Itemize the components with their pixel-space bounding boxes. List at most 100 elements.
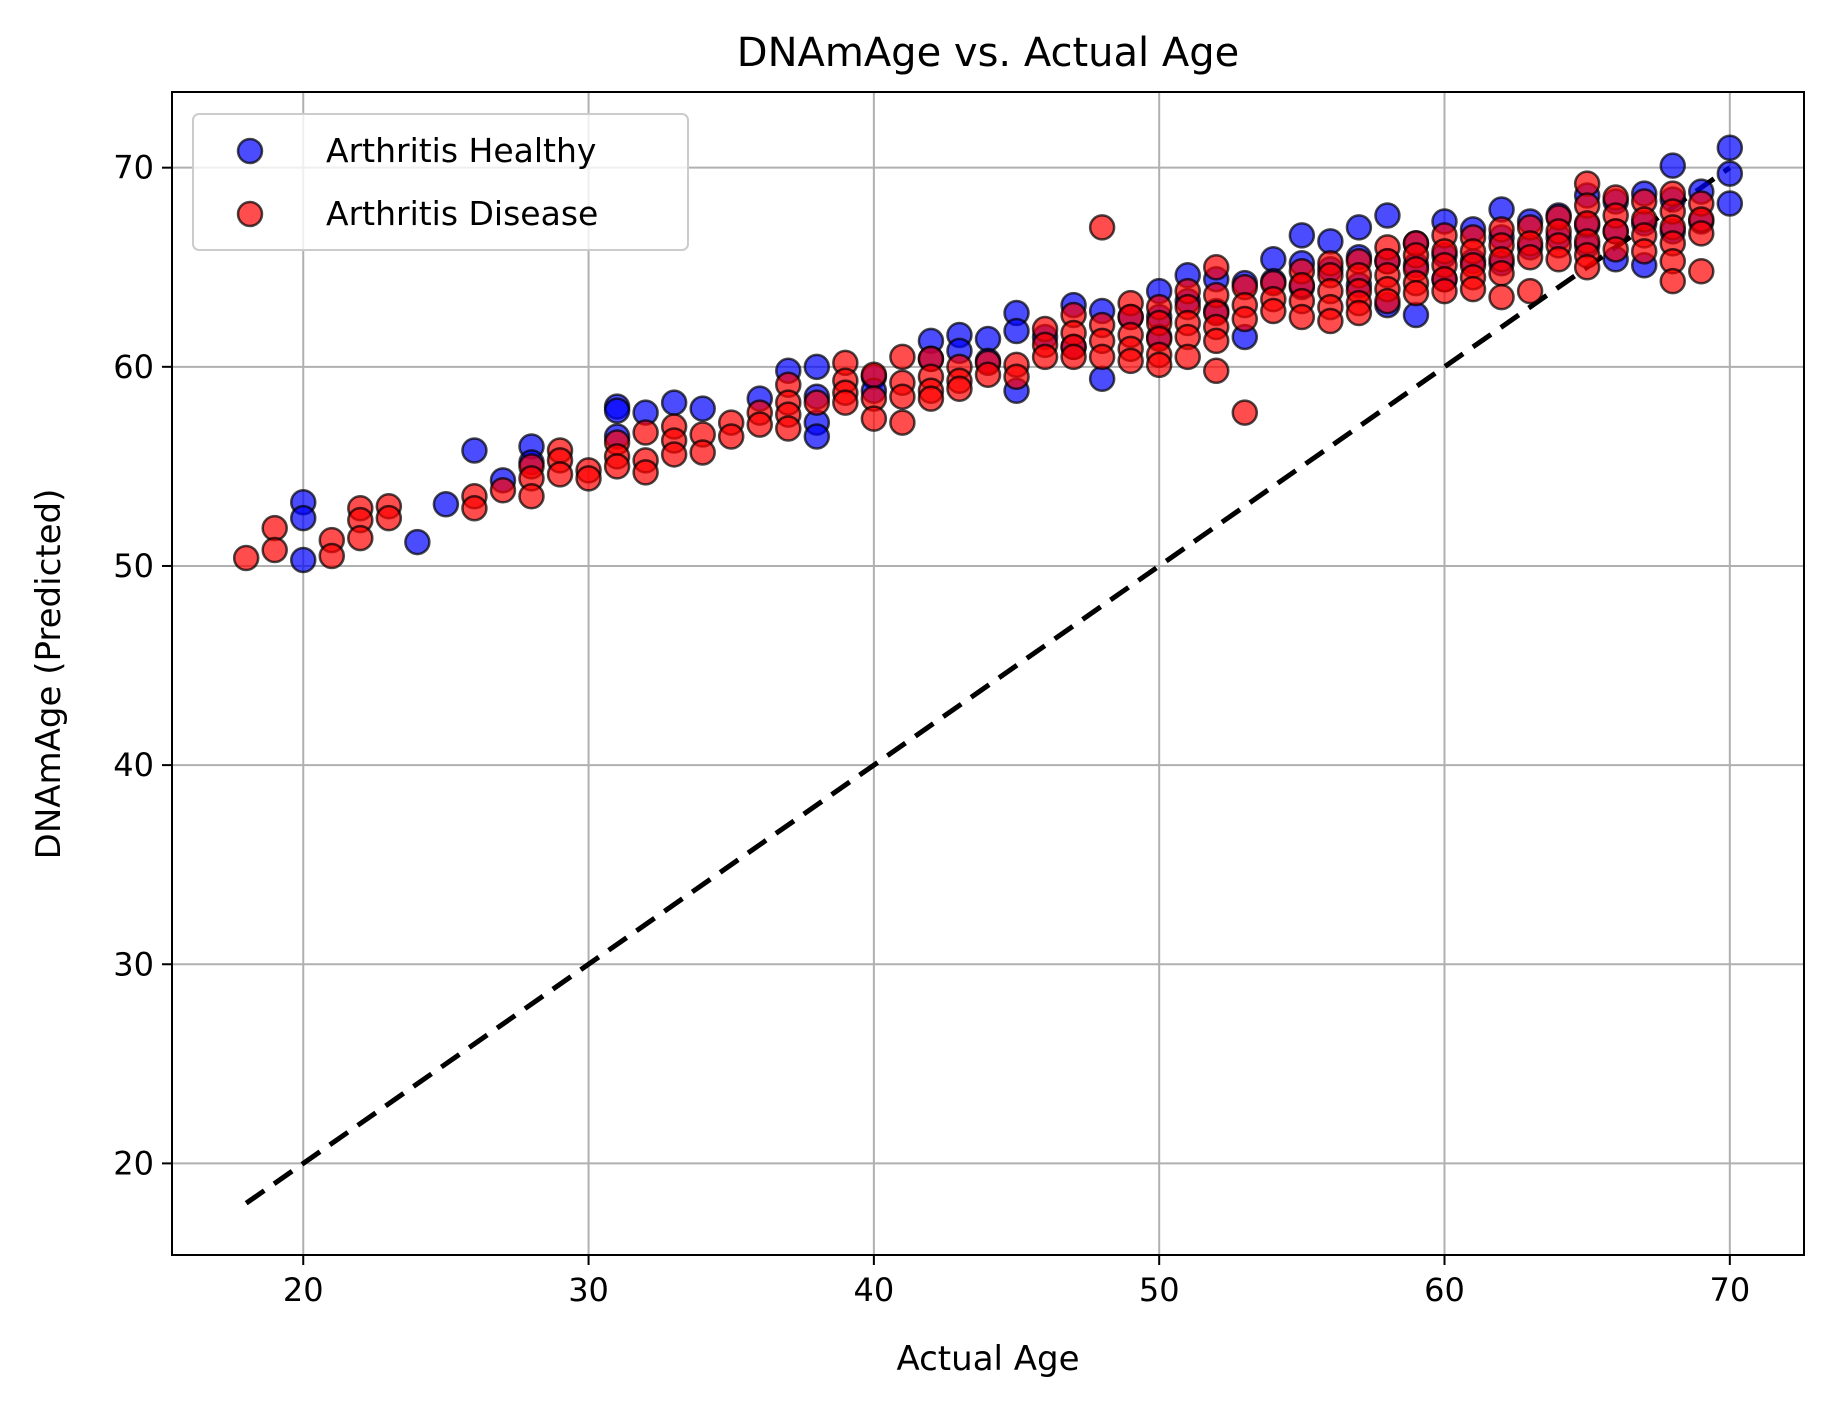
legend-marker-arthritis-disease <box>236 200 264 228</box>
chart-title: DNAmAge vs. Actual Age <box>737 30 1239 76</box>
y-tick-label: 30 <box>113 945 154 983</box>
legend: Arthritis Healthy Arthritis Disease <box>192 113 689 251</box>
data-point <box>1374 287 1401 315</box>
data-point <box>1402 279 1430 307</box>
data-point <box>432 490 460 518</box>
plot-frame <box>171 91 1805 1256</box>
series-arthritis-disease <box>232 170 1715 572</box>
y-tick-label: 40 <box>113 746 154 784</box>
data-point <box>889 383 916 410</box>
data-point <box>1716 134 1744 162</box>
data-point <box>889 409 916 436</box>
data-point <box>1545 246 1572 273</box>
data-point <box>318 542 346 570</box>
data-point <box>803 353 831 381</box>
data-point <box>1088 365 1116 393</box>
data-point <box>832 389 859 416</box>
data-point <box>775 415 802 442</box>
reference-line-layer <box>244 165 1732 1206</box>
y-tick-label: 60 <box>113 348 154 386</box>
data-point <box>1145 351 1173 379</box>
y-tick-label: 20 <box>113 1144 154 1182</box>
data-point <box>803 389 831 416</box>
data-point <box>632 419 659 446</box>
data-point <box>1374 202 1401 229</box>
y-axis-label: DNAmAge (Predicted) <box>29 489 69 860</box>
data-point <box>1488 283 1515 311</box>
data-point <box>1203 327 1230 355</box>
data-point <box>546 461 574 488</box>
data-point <box>632 459 659 486</box>
data-point <box>917 385 945 412</box>
data-point <box>1573 253 1601 281</box>
legend-marker-arthritis-healthy <box>236 137 264 165</box>
data-point <box>974 325 1002 353</box>
data-point <box>1317 228 1344 255</box>
data-point <box>1231 399 1259 426</box>
data-point <box>1345 299 1373 327</box>
data-point <box>1088 343 1116 371</box>
data-point <box>1260 297 1287 325</box>
data-point <box>689 439 716 466</box>
data-point <box>1516 277 1544 305</box>
x-tick-label: 30 <box>568 1271 609 1309</box>
y-tick-label: 50 <box>113 547 154 585</box>
reference-line <box>244 165 1732 1206</box>
data-point <box>603 397 631 424</box>
data-point <box>746 411 773 438</box>
data-point <box>1003 317 1030 345</box>
data-point <box>1231 305 1259 333</box>
x-tick-label: 70 <box>1709 1271 1750 1309</box>
legend-label-arthritis-healthy: Arthritis Healthy <box>326 131 596 170</box>
data-point <box>1060 343 1087 371</box>
data-point <box>1630 238 1658 265</box>
data-point <box>1288 303 1316 331</box>
data-point <box>261 536 288 564</box>
data-point <box>1516 244 1544 271</box>
data-point <box>1345 214 1373 241</box>
data-point <box>660 441 688 468</box>
data-point <box>1459 275 1487 303</box>
data-point <box>1260 246 1287 273</box>
data-point <box>1716 190 1744 217</box>
data-point <box>518 483 545 510</box>
x-tick-label: 60 <box>1424 1271 1465 1309</box>
data-point <box>889 343 916 371</box>
data-point <box>689 395 716 422</box>
data-point <box>1203 357 1230 385</box>
data-point <box>717 423 745 450</box>
data-point <box>1174 343 1201 371</box>
data-point <box>1659 267 1687 295</box>
data-point <box>375 504 403 532</box>
data-point <box>1088 214 1116 241</box>
data-point <box>660 389 688 416</box>
x-ticks: 20 30 40 50 60 70 <box>283 1255 1750 1309</box>
data-point <box>1117 347 1144 375</box>
data-point <box>946 375 973 402</box>
y-ticks: 20 30 40 50 60 70 <box>113 149 172 1182</box>
data-point <box>1488 259 1515 287</box>
data-point <box>261 514 288 542</box>
data-point <box>974 361 1002 389</box>
data-point <box>803 423 831 450</box>
x-axis-label: Actual Age <box>896 1339 1079 1379</box>
data-point <box>1602 236 1629 263</box>
data-points <box>232 134 1744 574</box>
data-point <box>1716 160 1744 187</box>
data-point <box>1573 170 1601 197</box>
data-point <box>1031 343 1059 371</box>
data-point <box>461 437 488 464</box>
legend-label-arthritis-disease: Arthritis Disease <box>326 194 598 233</box>
data-point <box>1003 363 1030 391</box>
x-tick-label: 20 <box>283 1271 324 1309</box>
data-point <box>860 405 888 432</box>
data-point <box>1203 253 1230 281</box>
data-point <box>603 453 631 480</box>
data-point <box>289 504 317 532</box>
legend-box <box>192 113 689 251</box>
x-tick-label: 40 <box>854 1271 895 1309</box>
data-point <box>575 465 602 492</box>
data-point <box>404 528 431 556</box>
data-point <box>289 546 317 574</box>
